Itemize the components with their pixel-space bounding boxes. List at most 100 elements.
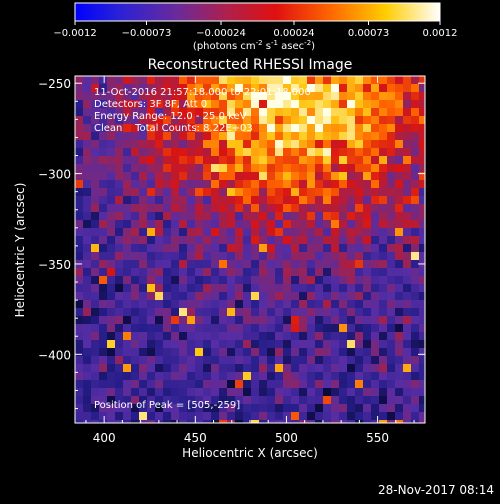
heatmap-pixel: [131, 148, 139, 156]
heatmap-pixel: [403, 108, 411, 116]
heatmap-pixel: [379, 348, 387, 356]
heatmap-pixel: [323, 196, 331, 204]
heatmap-pixel: [291, 404, 299, 412]
heatmap-pixel: [155, 164, 163, 172]
heatmap-pixel: [315, 308, 323, 316]
heatmap-pixel: [219, 276, 227, 284]
heatmap-pixel: [307, 124, 315, 132]
heatmap-pixel: [275, 404, 283, 412]
heatmap-pixel: [139, 84, 147, 92]
heatmap-pixel: [171, 220, 179, 228]
heatmap-pixel: [259, 116, 267, 124]
heatmap-pixel: [243, 324, 251, 332]
heatmap-pixel: [331, 380, 339, 388]
heatmap-pixel: [419, 108, 425, 116]
heatmap-pixel: [227, 412, 235, 420]
heatmap-pixel: [419, 380, 425, 388]
heatmap-pixel: [83, 92, 91, 100]
heatmap-pixel: [259, 380, 267, 388]
heatmap-pixel: [395, 84, 403, 92]
heatmap-pixel: [107, 252, 115, 260]
heatmap-pixel: [75, 124, 83, 132]
heatmap-pixel: [187, 332, 195, 340]
heatmap-pixel: [363, 236, 371, 244]
heatmap-pixel: [251, 324, 259, 332]
heatmap-pixel: [211, 340, 219, 348]
heatmap-pixel: [203, 140, 211, 148]
heatmap-pixel: [155, 276, 163, 284]
heatmap-pixel: [131, 276, 139, 284]
heatmap-pixel: [379, 116, 387, 124]
heatmap-pixel: [91, 108, 99, 116]
heatmap-pixel: [179, 84, 187, 92]
heatmap-pixel: [171, 124, 179, 132]
heatmap-pixel: [299, 172, 307, 180]
heatmap-pixel: [211, 348, 219, 356]
heatmap-pixel: [219, 316, 227, 324]
heatmap-pixel: [355, 324, 363, 332]
heatmap-pixel: [75, 284, 83, 292]
heatmap-pixel: [235, 388, 243, 396]
heatmap-pixel: [355, 164, 363, 172]
heatmap-pixel: [283, 236, 291, 244]
heatmap-pixel: [219, 372, 227, 380]
heatmap-pixel: [363, 356, 371, 364]
heatmap-pixel: [211, 380, 219, 388]
heatmap-pixel: [171, 156, 179, 164]
heatmap-pixel: [235, 308, 243, 316]
heatmap-pixel: [147, 372, 155, 380]
heatmap-pixel: [123, 124, 131, 132]
heatmap-pixel: [347, 180, 355, 188]
heatmap-pixel: [355, 180, 363, 188]
heatmap-pixel: [195, 380, 203, 388]
heatmap-pixel: [91, 116, 99, 124]
heatmap-pixel: [315, 268, 323, 276]
heatmap-pixel: [315, 156, 323, 164]
heatmap-pixel: [243, 204, 251, 212]
heatmap-pixel: [395, 276, 403, 284]
heatmap-pixel: [91, 76, 99, 84]
heatmap-pixel: [411, 188, 419, 196]
heatmap-pixel: [179, 124, 187, 132]
heatmap-pixel: [235, 108, 243, 116]
heatmap-pixel: [131, 340, 139, 348]
heatmap-pixel: [331, 236, 339, 244]
heatmap-pixel: [163, 348, 171, 356]
heatmap-pixel: [275, 340, 283, 348]
heatmap-pixel: [83, 276, 91, 284]
heatmap-pixel: [347, 164, 355, 172]
heatmap-pixel: [363, 348, 371, 356]
heatmap-pixel: [251, 244, 259, 252]
heatmap-pixel: [211, 92, 219, 100]
heatmap-pixel: [259, 388, 267, 396]
heatmap-pixel: [283, 404, 291, 412]
heatmap-pixel: [203, 404, 211, 412]
annotation-block: 11-Oct-2016 21:57:18.000 to 22:01:18.000…: [94, 87, 311, 134]
heatmap-pixel: [243, 300, 251, 308]
heatmap-pixel: [227, 356, 235, 364]
heatmap-pixel: [331, 76, 339, 84]
heatmap-pixel: [403, 188, 411, 196]
heatmap-pixel: [291, 316, 299, 324]
heatmap-pixel: [339, 180, 347, 188]
heatmap-pixel: [107, 124, 115, 132]
heatmap-pixel: [291, 76, 299, 84]
heatmap-pixel: [299, 412, 307, 420]
heatmap-pixel: [163, 172, 171, 180]
heatmap-pixel: [243, 372, 251, 380]
heatmap-pixel: [315, 396, 323, 404]
heatmap-pixel: [411, 300, 419, 308]
heatmap-pixel: [179, 92, 187, 100]
heatmap-pixel: [395, 324, 403, 332]
heatmap-pixel: [91, 188, 99, 196]
heatmap-pixel: [227, 380, 235, 388]
heatmap-pixel: [419, 212, 425, 220]
heatmap-pixel: [163, 284, 171, 292]
heatmap-pixel: [123, 260, 131, 268]
heatmap-pixel: [187, 388, 195, 396]
heatmap-pixel: [211, 260, 219, 268]
heatmap-pixel: [211, 228, 219, 236]
heatmap-pixel: [91, 236, 99, 244]
heatmap-pixel: [187, 76, 195, 84]
heatmap-pixel: [123, 300, 131, 308]
